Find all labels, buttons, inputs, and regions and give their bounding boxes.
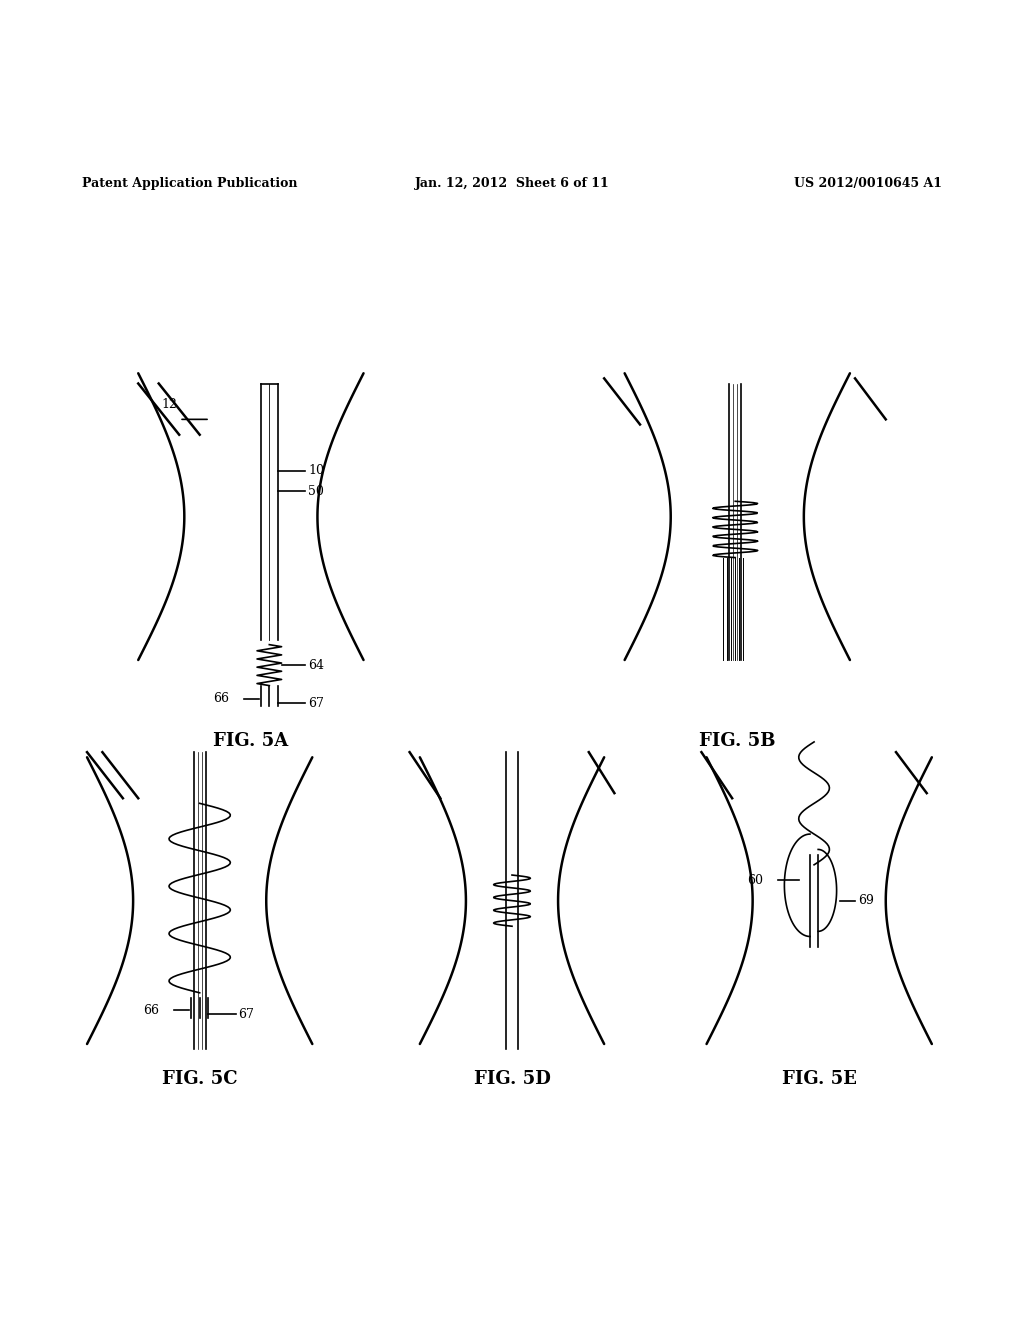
Text: 67: 67 [308, 697, 325, 710]
Text: 12: 12 [161, 399, 177, 411]
Text: FIG. 5C: FIG. 5C [162, 1069, 238, 1088]
Text: FIG. 5B: FIG. 5B [699, 731, 775, 750]
Text: 10: 10 [308, 465, 325, 477]
Text: Patent Application Publication: Patent Application Publication [82, 177, 297, 190]
Text: 66: 66 [143, 1003, 160, 1016]
Text: 64: 64 [308, 659, 325, 672]
Text: 69: 69 [858, 894, 874, 907]
Text: US 2012/0010645 A1: US 2012/0010645 A1 [794, 177, 942, 190]
Text: Jan. 12, 2012  Sheet 6 of 11: Jan. 12, 2012 Sheet 6 of 11 [415, 177, 609, 190]
Text: 67: 67 [239, 1007, 255, 1020]
Text: FIG. 5D: FIG. 5D [473, 1069, 551, 1088]
Text: 50: 50 [308, 484, 325, 498]
Text: FIG. 5E: FIG. 5E [781, 1069, 857, 1088]
Text: 66: 66 [213, 693, 229, 705]
Text: 60: 60 [748, 874, 764, 887]
Text: FIG. 5A: FIG. 5A [213, 731, 289, 750]
